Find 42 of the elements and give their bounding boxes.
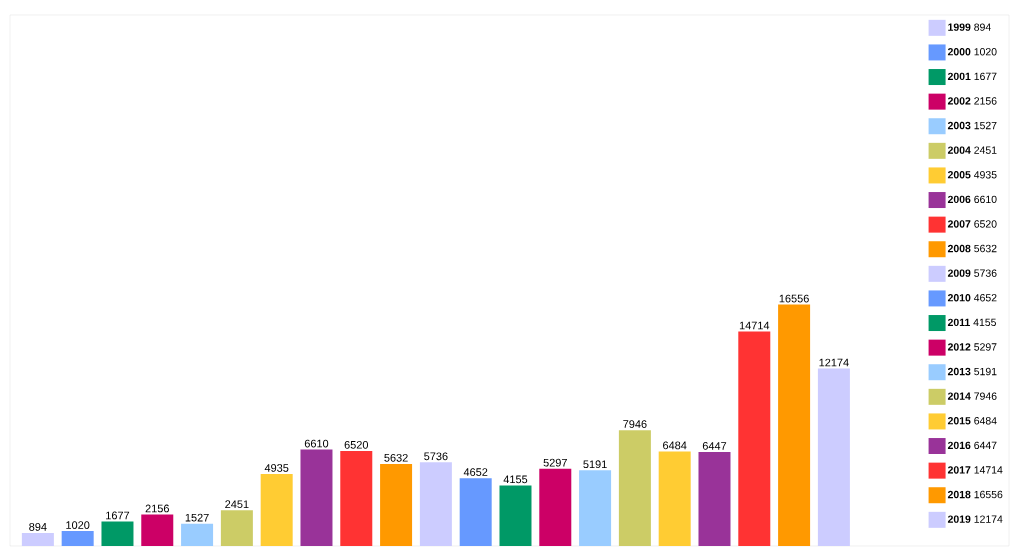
legend-label: 2007 6520 — [947, 220, 997, 228]
data-label: 4935 — [264, 464, 289, 472]
legend-label: 2008 5632 — [947, 244, 997, 253]
data-label: 1020 — [66, 521, 90, 529]
data-label: 16556 — [779, 294, 809, 303]
data-label: 6520 — [344, 440, 369, 449]
legend-label: 2011 4155 — [947, 318, 996, 327]
legend-label: 2009 5736 — [947, 269, 997, 277]
legend-label: 2019 12174 — [947, 515, 1003, 523]
data-label: 4652 — [463, 468, 488, 476]
data-label: 6447 — [702, 442, 727, 450]
legend-label: 2016 6447 — [947, 441, 997, 450]
data-label: 14714 — [739, 321, 770, 330]
data-label: 894 — [29, 523, 47, 531]
data-label: 2451 — [225, 500, 249, 509]
legend-label: 1999 894 — [948, 23, 991, 31]
data-label: 1527 — [185, 513, 209, 522]
legend-label: 2005 4935 — [947, 171, 997, 179]
data-label: 2156 — [145, 504, 169, 513]
legend-label: 2002 2156 — [947, 97, 997, 105]
legend-label: 2010 4652 — [947, 294, 997, 302]
legend-label: 2004 2451 — [947, 146, 997, 154]
data-label: 5736 — [424, 452, 448, 461]
legend-label: 2012 5297 — [947, 343, 997, 351]
legend-label: 2014 7946 — [947, 392, 997, 400]
legend-label: 2001 1677 — [947, 72, 997, 81]
data-label: 7946 — [623, 420, 647, 428]
legend-label: 2018 16556 — [947, 490, 1003, 499]
data-label: 4155 — [503, 475, 528, 484]
legend-label: 2006 6610 — [947, 195, 997, 204]
legend-label: 2015 6484 — [947, 417, 997, 425]
data-label: 12174 — [819, 358, 849, 367]
data-label: 5191 — [583, 460, 607, 469]
data-label: 5297 — [543, 458, 567, 467]
data-label: 6610 — [304, 439, 329, 448]
data-label: 6484 — [663, 441, 687, 450]
legend-label: 2017 14714 — [947, 466, 1003, 474]
data-label: 5632 — [384, 453, 408, 462]
legend-label: 2003 1527 — [947, 121, 997, 130]
data-label: 1677 — [106, 511, 130, 520]
legend-label: 2000 1020 — [947, 48, 997, 56]
legend-label: 2013 5191 — [947, 367, 997, 376]
